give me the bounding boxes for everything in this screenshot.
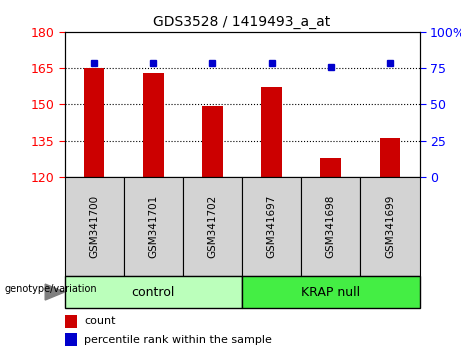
- Text: GSM341702: GSM341702: [207, 195, 218, 258]
- Text: count: count: [84, 316, 116, 326]
- Bar: [65, 315, 77, 327]
- Text: GSM341697: GSM341697: [266, 195, 277, 258]
- FancyBboxPatch shape: [242, 276, 420, 308]
- Text: genotype/variation: genotype/variation: [5, 284, 97, 293]
- FancyBboxPatch shape: [301, 177, 361, 276]
- FancyBboxPatch shape: [242, 177, 301, 276]
- Text: GSM341698: GSM341698: [326, 195, 336, 258]
- Bar: [379, 138, 400, 177]
- Bar: [320, 158, 341, 177]
- Bar: [202, 105, 223, 177]
- Text: GSM341701: GSM341701: [148, 195, 158, 258]
- FancyBboxPatch shape: [65, 276, 242, 308]
- FancyBboxPatch shape: [183, 177, 242, 276]
- Bar: [65, 333, 77, 346]
- Polygon shape: [45, 284, 65, 300]
- Title: GDS3528 / 1419493_a_at: GDS3528 / 1419493_a_at: [154, 16, 331, 29]
- Text: control: control: [131, 286, 175, 298]
- Text: GSM341699: GSM341699: [385, 195, 395, 258]
- Text: GSM341700: GSM341700: [89, 195, 99, 258]
- FancyBboxPatch shape: [124, 177, 183, 276]
- FancyBboxPatch shape: [65, 177, 124, 276]
- Bar: [84, 68, 105, 177]
- Text: KRAP null: KRAP null: [301, 286, 361, 298]
- FancyBboxPatch shape: [361, 177, 420, 276]
- Bar: [143, 73, 164, 177]
- Bar: [261, 87, 282, 177]
- Text: percentile rank within the sample: percentile rank within the sample: [84, 335, 272, 345]
